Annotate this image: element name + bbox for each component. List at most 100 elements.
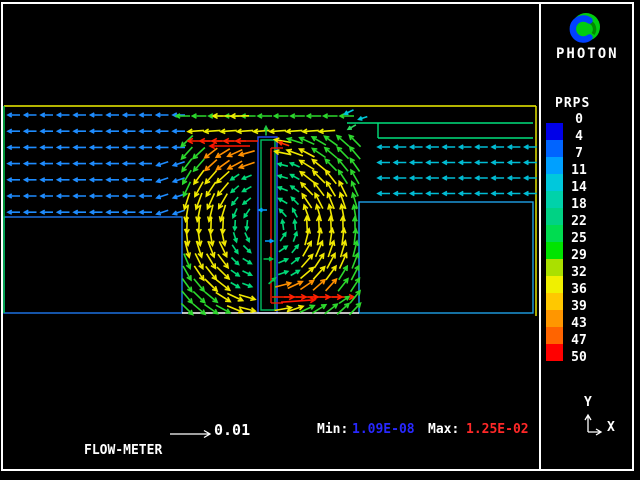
min-label: Min:: [317, 422, 349, 437]
velocity-arrow: [312, 278, 327, 291]
velocity-arrow: [287, 280, 304, 290]
velocity-arrow: [39, 128, 53, 134]
velocity-arrow: [392, 144, 407, 150]
velocity-arrow: [276, 185, 288, 192]
velocity-arrow: [192, 169, 205, 186]
legend-swatch: [546, 276, 563, 293]
velocity-arrow: [88, 177, 103, 183]
velocity-arrow: [230, 281, 241, 289]
legend-value: 47: [571, 333, 587, 348]
velocity-arrow: [155, 177, 169, 184]
velocity-arrow: [121, 128, 136, 134]
velocity-arrow: [304, 227, 312, 246]
velocity-arrow: [285, 136, 303, 145]
velocity-arrow: [290, 269, 301, 277]
velocity-arrow: [474, 190, 488, 197]
velocity-arrow: [72, 209, 86, 215]
velocity-arrow: [181, 169, 192, 186]
velocity-arrow: [299, 181, 314, 196]
velocity-arrow: [326, 191, 335, 210]
velocity-arrow: [232, 231, 238, 244]
legend-swatch: [546, 174, 563, 191]
velocity-arrow: [279, 231, 287, 242]
velocity-arrow: [336, 302, 351, 315]
velocity-arrow: [291, 243, 300, 254]
velocity-arrow: [154, 128, 169, 134]
velocity-arrow: [348, 301, 362, 316]
velocity-arrow: [55, 193, 70, 199]
legend-swatch: [546, 225, 563, 242]
velocity-arrow: [193, 265, 205, 282]
velocity-arrow: [350, 264, 360, 281]
velocity-arrow: [231, 244, 239, 255]
velocity-arrow: [323, 146, 338, 159]
velocity-arrow: [457, 144, 472, 150]
velocity-arrow: [72, 193, 86, 199]
legend-swatch: [546, 310, 563, 327]
velocity-arrow: [180, 146, 193, 161]
velocity-arrow: [39, 112, 53, 118]
velocity-arrow: [336, 157, 349, 172]
legend-swatch: [546, 191, 563, 208]
velocity-arrow: [474, 144, 488, 150]
velocity-arrow: [298, 148, 315, 158]
legend-title: PRPS: [555, 96, 591, 111]
velocity-arrow: [192, 290, 206, 304]
velocity-arrow: [349, 289, 362, 304]
velocity-arrow: [231, 208, 238, 220]
velocity-arrow: [214, 148, 231, 159]
velocity-arrow: [232, 219, 238, 232]
velocity-arrow: [205, 265, 218, 281]
velocity-arrow: [310, 147, 327, 159]
velocity-arrow: [191, 146, 206, 160]
app-name: PHOTON: [556, 46, 619, 62]
velocity-arrow: [425, 175, 439, 181]
velocity-arrow: [55, 177, 70, 183]
legend-value: 36: [571, 282, 587, 297]
velocity-arrow: [302, 203, 311, 222]
velocity-arrow: [278, 208, 287, 218]
velocity-arrow: [215, 304, 232, 314]
velocity-arrow: [288, 161, 300, 168]
velocity-arrow: [274, 305, 294, 312]
legend-value: 4: [575, 129, 583, 144]
velocity-arrow: [105, 193, 119, 199]
velocity-arrow: [277, 197, 288, 205]
velocity-arrow: [299, 266, 315, 280]
velocity-arrow: [272, 113, 289, 119]
velocity-arrow: [408, 159, 423, 166]
velocity-arrow: [506, 190, 521, 197]
velocity-arrow: [181, 278, 193, 293]
velocity-arrow: [286, 304, 305, 313]
velocity-arrow: [300, 253, 314, 268]
velocity-arrow: [376, 175, 390, 181]
velocity-arrow: [204, 170, 218, 185]
velocity-arrow: [39, 160, 53, 167]
velocity-arrow: [522, 190, 537, 197]
velocity-arrow: [22, 112, 37, 118]
velocity-arrow: [317, 128, 336, 135]
legend-value: 7: [575, 146, 583, 161]
left-block: [3, 216, 183, 314]
velocity-arrow: [235, 128, 254, 135]
velocity-arrow: [138, 112, 152, 118]
velocity-arrow: [215, 291, 232, 303]
velocity-arrow: [351, 251, 360, 269]
velocity-arrow: [301, 192, 313, 209]
velocity-arrow: [506, 159, 521, 166]
velocity-arrow: [325, 264, 338, 281]
legend-value: 29: [571, 248, 587, 263]
velocity-arrow: [284, 128, 303, 135]
flow-plot: [3, 105, 537, 316]
velocity-arrow: [237, 150, 255, 157]
velocity-arrow: [203, 147, 218, 159]
velocity-arrow: [171, 128, 185, 134]
velocity-arrow: [217, 253, 230, 270]
velocity-arrow: [312, 265, 326, 280]
sidebar-divider: [539, 2, 541, 471]
x-axis-label: X: [607, 420, 615, 435]
velocity-arrow: [522, 175, 537, 181]
velocity-arrow: [490, 144, 505, 150]
geometry-layer: [3, 105, 537, 316]
velocity-arrow: [105, 177, 119, 183]
